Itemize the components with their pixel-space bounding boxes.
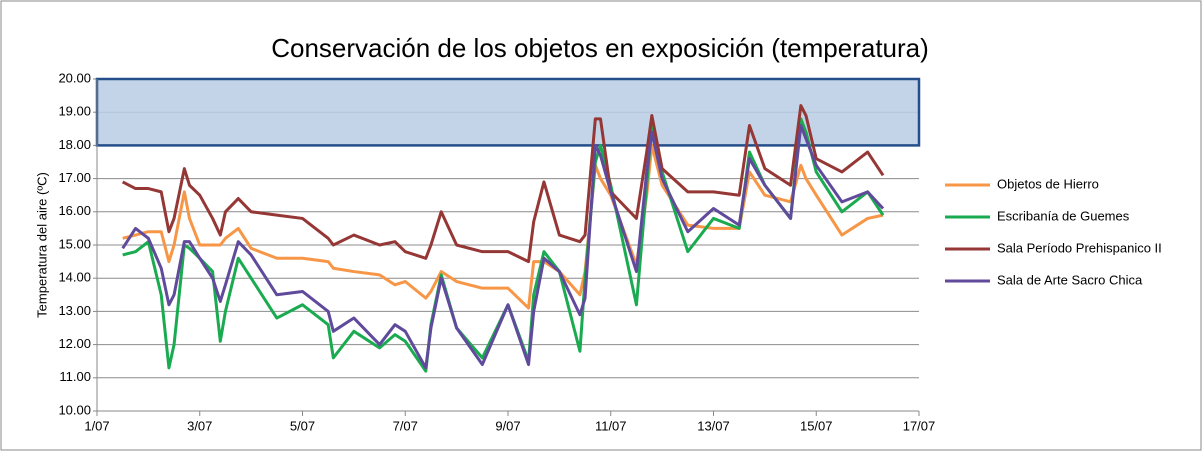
legend-label: Escribanía de Guemes — [997, 208, 1130, 223]
y-tick-label: 11.00 — [59, 369, 91, 384]
y-tick-label: 14.00 — [58, 270, 91, 285]
x-tick-label: 9/07 — [495, 418, 520, 433]
legend-label: Sala de Arte Sacro Chica — [997, 272, 1143, 287]
x-tick-label: 7/07 — [393, 418, 418, 433]
series-line — [121, 104, 885, 264]
x-tick-label: 17/07 — [903, 418, 936, 433]
x-tick-label: 1/07 — [84, 418, 109, 433]
y-tick-label: 10.00 — [58, 402, 91, 417]
y-tick-label: 12.00 — [58, 336, 91, 351]
x-tick-label: 15/07 — [800, 418, 833, 433]
y-tick-label: 18.00 — [58, 137, 91, 152]
y-tick-label: 19.00 — [58, 104, 91, 119]
series-line — [121, 123, 885, 370]
legend-label: Objetos de Hierro — [997, 176, 1099, 191]
y-tick-label: 16.00 — [58, 203, 91, 218]
x-tick-label: 13/07 — [697, 418, 730, 433]
y-tick-label: 13.00 — [58, 303, 91, 318]
y-axis-label: Temperatura del aire (ºC) — [34, 172, 49, 318]
chart-title: Conservación de los objetos en exposició… — [271, 33, 929, 63]
legend-label: Sala Período Prehispanico II — [997, 240, 1162, 255]
y-tick-label: 15.00 — [58, 236, 91, 251]
y-tick-label: 20.00 — [58, 70, 91, 85]
x-tick-label: 3/07 — [187, 418, 212, 433]
x-tick-label: 11/07 — [595, 418, 627, 433]
x-tick-label: 5/07 — [290, 418, 315, 433]
shaded-range — [95, 77, 921, 147]
y-tick-label: 17.00 — [58, 170, 91, 185]
